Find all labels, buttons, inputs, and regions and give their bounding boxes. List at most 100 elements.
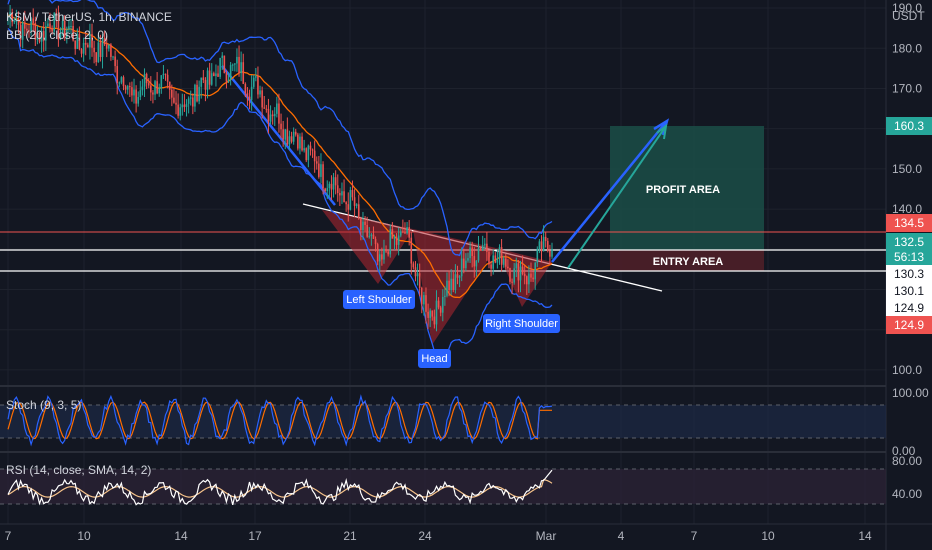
candle-body (49, 23, 51, 29)
candle-body (26, 28, 28, 31)
loss-zone[interactable] (610, 250, 764, 271)
candle-body (196, 84, 198, 102)
candle-body (355, 204, 358, 206)
candle-body (175, 102, 177, 105)
candle-body (13, 21, 16, 23)
candle-body (231, 64, 234, 66)
stop-price-text: 134.5 (894, 216, 924, 230)
candle-body (353, 197, 356, 206)
time-tick-label: 24 (418, 529, 432, 543)
candle-body (538, 241, 541, 250)
candle-body (519, 266, 522, 281)
time-axis-ticks: 7 10 14 17 21 24 Mar 4 7 10 14 (5, 529, 872, 543)
candle-body (152, 92, 154, 95)
right-shoulder-callout[interactable]: Right Shoulder (483, 314, 560, 333)
target-price-badge: 160.3 (886, 117, 932, 135)
candle-body (414, 267, 417, 277)
head-callout[interactable]: Head (418, 349, 451, 368)
candle-body (219, 57, 221, 77)
candle-body (263, 107, 266, 109)
candle-body (343, 191, 345, 203)
candle-body (141, 86, 144, 91)
head-shape[interactable] (413, 229, 496, 345)
candle-body (305, 148, 308, 161)
candle-body (404, 232, 406, 234)
candle-body (427, 311, 429, 318)
candle-body (47, 23, 49, 27)
candle-body (309, 145, 312, 150)
candle-body (456, 274, 459, 278)
candle-body (131, 87, 133, 96)
candle-body (546, 240, 549, 251)
candle-body (68, 26, 70, 30)
candle-body (7, 16, 9, 18)
candle-body (313, 150, 316, 162)
candle-body (93, 47, 95, 53)
candle-body (255, 76, 257, 78)
head-label: Head (421, 353, 447, 365)
rsi-label[interactable]: RSI (14, close, SMA, 14, 2) (6, 463, 151, 477)
candle-body (110, 44, 112, 57)
candle-body (259, 90, 261, 95)
candle-body (118, 82, 121, 84)
currency-label[interactable]: USDT (892, 9, 925, 23)
candle-body (448, 280, 450, 291)
candle-body (542, 236, 545, 252)
candle-body (192, 97, 194, 107)
candle-body (341, 191, 343, 196)
candle-body (59, 33, 62, 40)
projection-arrow-main[interactable] (551, 120, 668, 263)
candle-body (87, 44, 89, 48)
candle-body (240, 62, 242, 74)
candle-body (9, 12, 11, 17)
candle-body (269, 114, 272, 122)
stop-bottom-price-text: 124.9 (894, 318, 924, 332)
candle-body (108, 44, 110, 49)
stop-price-badge: 134.5 (886, 214, 932, 232)
candle-body (91, 33, 93, 48)
candle-body (181, 104, 184, 108)
candle-body (147, 83, 150, 86)
candle-body (496, 258, 499, 263)
candle-body (179, 107, 182, 116)
profit-zone[interactable] (610, 126, 764, 250)
candle-body (213, 73, 215, 77)
rsi-tick-40: 40.00 (892, 487, 922, 501)
candle-body (177, 104, 179, 116)
candle-body (40, 31, 43, 42)
candle-body (38, 32, 41, 42)
downtrend-line[interactable] (221, 65, 336, 206)
candle-body (99, 42, 102, 57)
low-price-badge: 124.9 (886, 299, 932, 316)
candle-body (150, 85, 152, 93)
candle-body (19, 24, 22, 40)
candle-body (257, 76, 259, 95)
time-tick-label: 4 (618, 529, 625, 543)
candle-body (250, 86, 253, 101)
candle-body (72, 25, 74, 41)
stoch-label[interactable]: Stoch (9, 3, 5) (6, 398, 81, 412)
candle-body (236, 56, 238, 64)
left-shoulder-callout[interactable]: Left Shoulder (343, 290, 415, 309)
projection-arrow-alt[interactable] (567, 125, 667, 269)
candle-body (504, 258, 507, 267)
symbol-title[interactable]: KSM / TetherUS, 1h, BINANCE (6, 10, 172, 24)
candle-body (412, 263, 415, 268)
candle-body (444, 295, 446, 297)
candle-body (324, 188, 326, 192)
stoch-tick-0: 0.00 (892, 444, 916, 458)
last-price-text: 132.5 (894, 235, 924, 249)
candle-body (301, 136, 303, 151)
candle-body (509, 268, 511, 282)
bb-indicator-label[interactable]: BB (20, close, 2, 0) (6, 28, 108, 42)
candle-body (114, 56, 116, 67)
candle-body (357, 204, 360, 219)
candle-body (238, 56, 240, 74)
candle-body (385, 248, 387, 252)
candle-body (166, 74, 169, 82)
candle-body (525, 276, 528, 285)
candle-body (389, 229, 392, 255)
candle-body (206, 70, 209, 90)
candle-body (360, 218, 362, 231)
